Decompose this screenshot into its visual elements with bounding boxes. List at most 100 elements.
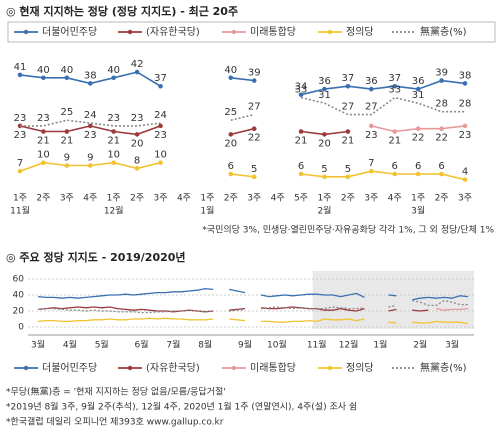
data-label: 27 <box>365 102 378 113</box>
point <box>17 168 23 174</box>
legend-marker <box>127 29 133 35</box>
data-label: 23 <box>459 130 472 141</box>
x-tick-label: 1주 <box>317 193 331 204</box>
series-line <box>37 287 469 301</box>
series-line <box>435 307 469 311</box>
chart-title: ◎ 주요 정당 지지도 - 2019/2020년 <box>6 250 186 264</box>
point <box>369 168 374 174</box>
data-label: 33 <box>388 85 401 96</box>
data-label: 36 <box>412 76 425 87</box>
data-label: 5 <box>345 164 351 175</box>
x-tick-label: 7월 <box>166 339 180 351</box>
data-label: 41 <box>14 62 27 73</box>
point <box>41 160 46 165</box>
x-tick-label: 11월 <box>307 339 327 351</box>
data-label: 24 <box>154 110 167 121</box>
x-tick-label: 2주 <box>341 193 355 204</box>
point <box>415 126 421 132</box>
data-label: 21 <box>388 136 401 147</box>
x-tick-label: 2주 <box>36 193 50 204</box>
point <box>439 78 444 83</box>
data-label: 21 <box>342 136 355 147</box>
point <box>322 132 327 137</box>
x-tick-label: 3주 <box>247 193 261 204</box>
point <box>158 83 163 89</box>
point <box>392 129 398 134</box>
x-tick-label: 1주 <box>411 193 425 204</box>
point <box>392 83 398 89</box>
legend-marker <box>327 365 333 371</box>
data-label: 23 <box>14 130 27 141</box>
data-label: 37 <box>154 73 167 84</box>
series-line <box>37 317 469 325</box>
point <box>228 75 234 81</box>
point <box>369 86 374 92</box>
legend-label: 無黨층(%) <box>420 25 467 38</box>
data-label: 33 <box>295 85 308 96</box>
data-label: 8 <box>134 155 140 166</box>
legend-marker <box>23 365 29 371</box>
point <box>64 163 70 168</box>
data-label: 10 <box>107 150 120 161</box>
data-label: 37 <box>388 73 401 84</box>
data-label: 6 <box>392 161 398 172</box>
point <box>228 171 234 177</box>
point <box>158 123 163 129</box>
point <box>392 171 398 177</box>
data-label: 37 <box>342 73 355 84</box>
data-label: 9 <box>64 153 70 164</box>
data-label: 22 <box>435 133 448 144</box>
x-tick-label: 3월 <box>31 339 45 351</box>
y-tick-label: 20 <box>13 307 25 317</box>
legend-label: 더불어민주당 <box>42 362 97 374</box>
point <box>462 123 468 129</box>
data-label: 5 <box>321 164 327 175</box>
legend-marker <box>231 365 237 371</box>
point <box>134 132 140 137</box>
x-tick-label: 12월 <box>339 339 359 351</box>
chart-title: ◎ 현재 지지하는 정당 (정당 지지도) - 최근 20주 <box>6 4 238 18</box>
data-label: 38 <box>459 70 472 81</box>
data-label: 40 <box>60 65 73 76</box>
data-label: 40 <box>107 65 120 76</box>
point <box>345 83 351 89</box>
x-tick-label: 4주 <box>271 193 285 204</box>
data-label: 38 <box>84 70 97 81</box>
point <box>17 72 23 78</box>
x-tick-label: 5주 <box>294 193 308 204</box>
data-label: 23 <box>37 113 50 124</box>
point <box>111 129 116 134</box>
y-tick-label: 40 <box>13 291 25 301</box>
x-tick-label: 9월 <box>238 339 252 351</box>
data-label: 21 <box>60 136 73 147</box>
point <box>41 75 46 81</box>
point <box>251 174 257 180</box>
footnote: *한국갤럽 데일리 오피니언 제393호 www.gallup.co.kr <box>6 416 224 428</box>
data-label: 9 <box>87 153 93 164</box>
point <box>111 160 116 165</box>
point <box>322 174 327 180</box>
data-label: 21 <box>295 136 308 147</box>
x-tick-label: 5월 <box>95 339 109 351</box>
point <box>345 129 351 134</box>
legend-label: 無黨층(%) <box>420 361 467 374</box>
point <box>439 126 444 132</box>
data-label: 6 <box>298 161 304 172</box>
point <box>415 171 421 177</box>
data-label: 7 <box>368 158 374 169</box>
legend-marker <box>327 29 333 35</box>
x-tick-label: 1주 <box>200 193 214 204</box>
data-label: 39 <box>248 68 261 79</box>
legend-label: 더불어민주당 <box>42 26 97 38</box>
series-line <box>20 96 465 127</box>
data-label: 34 <box>295 82 308 93</box>
data-label: 23 <box>107 113 120 124</box>
data-label: 40 <box>37 65 50 76</box>
x-group-label: 11월 <box>10 205 30 217</box>
point <box>64 129 70 134</box>
data-label: 36 <box>318 76 331 87</box>
x-tick-label: 10월 <box>267 339 287 351</box>
x-tick-label: 4주 <box>83 193 97 204</box>
